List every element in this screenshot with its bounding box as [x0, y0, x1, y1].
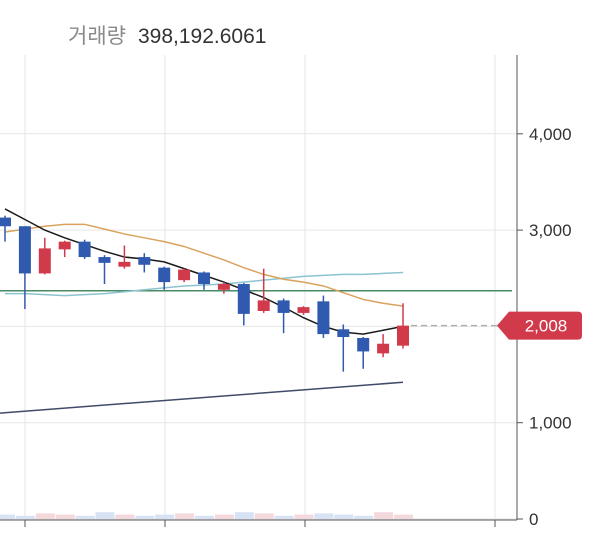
candle-body — [18, 226, 31, 274]
y-tick-label: 0 — [529, 510, 538, 529]
candle-body — [178, 269, 191, 281]
trend-line — [0, 381, 404, 414]
y-tick-label: 3,000 — [529, 221, 572, 240]
current-price-label: 2,008 — [525, 317, 568, 336]
volume-bar — [115, 514, 135, 519]
volume-bar — [75, 515, 95, 519]
candle-body — [277, 300, 290, 313]
candle-body — [217, 284, 230, 290]
volume-bar — [35, 513, 55, 519]
volume-bar — [195, 515, 214, 519]
candle-body — [0, 217, 11, 227]
candle-body — [377, 343, 390, 354]
candle-body — [337, 329, 350, 337]
candle-body — [78, 241, 91, 258]
candle-body — [198, 272, 210, 285]
volume-header: 거래량 398,192.6061 — [68, 20, 266, 50]
y-tick-label: 4,000 — [529, 125, 572, 144]
volume-bar — [155, 514, 175, 519]
candle-body — [257, 300, 270, 311]
candle-body — [58, 241, 71, 250]
candle-body — [38, 248, 51, 274]
volume-label: 거래량 — [68, 25, 126, 48]
volume-bar — [214, 514, 234, 519]
candle-body — [357, 337, 370, 352]
volume-bar — [354, 515, 374, 519]
y-tick-label: 1,000 — [529, 414, 572, 433]
volume-bar — [234, 512, 254, 519]
current-price-tag — [497, 311, 582, 340]
volume-bar — [55, 514, 75, 519]
volume-bar — [0, 514, 15, 519]
candle-body — [237, 284, 250, 314]
volume-bar — [254, 513, 274, 519]
volume-value: 398,192.6061 — [137, 25, 267, 48]
candle-body — [158, 267, 171, 283]
candle-body — [397, 325, 409, 346]
volume-bar — [294, 514, 314, 519]
ma-mid-line — [4, 223, 404, 307]
candle-body — [118, 261, 131, 267]
volume-bar — [175, 513, 195, 519]
volume-bar — [15, 515, 35, 519]
candle-body — [297, 307, 310, 313]
volume-bar — [135, 515, 155, 519]
volume-bar — [334, 514, 354, 519]
volume-bar — [374, 512, 394, 519]
candle-body — [98, 257, 111, 263]
volume-bar — [394, 514, 413, 519]
candle-body — [317, 301, 330, 335]
volume-bar — [95, 512, 115, 519]
candle-body — [138, 257, 151, 265]
volume-bar — [314, 513, 334, 519]
volume-bar — [274, 515, 294, 519]
